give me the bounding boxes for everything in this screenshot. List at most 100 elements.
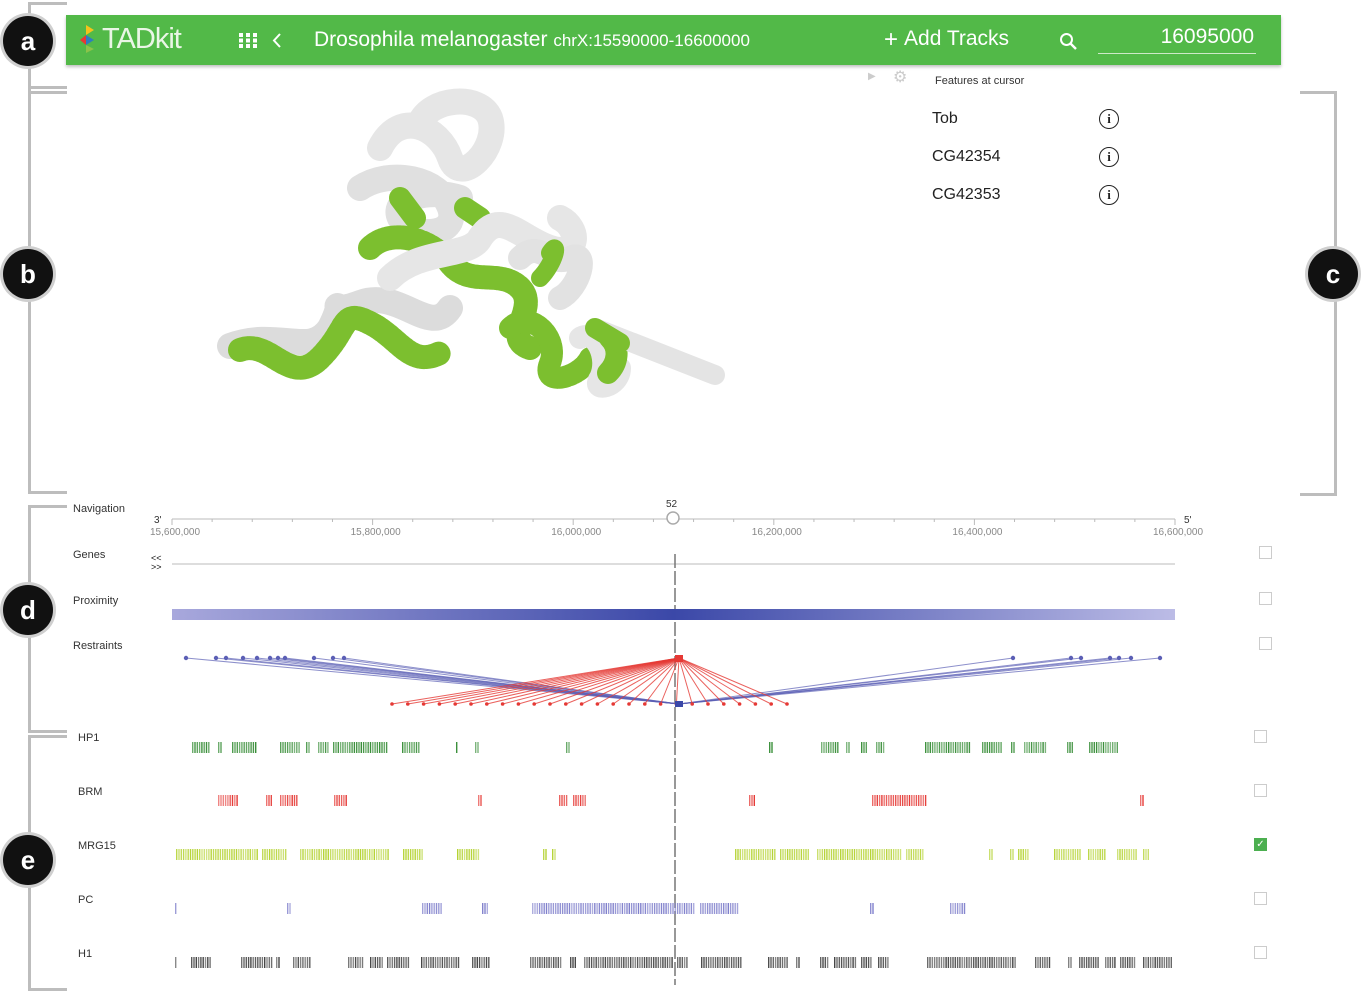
position-input[interactable]: 16095000 bbox=[1098, 25, 1256, 54]
peak-mark bbox=[922, 795, 924, 806]
peak-mark bbox=[1074, 849, 1077, 860]
peak-mark bbox=[729, 903, 732, 914]
peak-mark bbox=[327, 742, 329, 753]
nav-cursor-value: 52 bbox=[666, 499, 678, 510]
app-bar: TADkit Drosophila melanogaster chrX:1559… bbox=[66, 15, 1281, 65]
peak-mark bbox=[852, 957, 854, 968]
peak-mark bbox=[1058, 849, 1060, 860]
peak-mark bbox=[428, 903, 431, 914]
peak-mark bbox=[1077, 849, 1079, 860]
restraint-dot-red bbox=[485, 702, 489, 706]
peak-mark bbox=[881, 795, 883, 806]
peak-mark bbox=[828, 849, 830, 860]
peak-mark bbox=[798, 849, 800, 860]
peak-mark bbox=[1088, 849, 1090, 860]
peak-mark bbox=[884, 957, 887, 968]
peak-mark bbox=[175, 957, 177, 968]
peak-mark bbox=[1030, 742, 1033, 753]
peak-mark bbox=[346, 742, 349, 753]
peak-mark bbox=[353, 742, 356, 753]
peak-mark bbox=[255, 742, 257, 753]
peak-mark bbox=[837, 849, 840, 860]
track-label: Genes bbox=[73, 549, 106, 561]
peak-mark bbox=[357, 957, 359, 968]
peak-mark bbox=[413, 742, 415, 753]
search-icon[interactable] bbox=[1059, 32, 1078, 51]
peak-mark bbox=[240, 849, 242, 860]
genes-arrows: << >> bbox=[151, 554, 162, 572]
nav-slider-handle[interactable] bbox=[666, 511, 680, 525]
track-checkbox[interactable] bbox=[1254, 892, 1267, 905]
peak-mark bbox=[1013, 742, 1015, 753]
track-checkbox[interactable] bbox=[1254, 784, 1267, 797]
peak-mark bbox=[582, 903, 584, 914]
peak-mark bbox=[918, 795, 920, 806]
peak-mark bbox=[620, 957, 623, 968]
peak-mark bbox=[982, 957, 984, 968]
peak-mark bbox=[713, 903, 716, 914]
chromatin-3d-viewer[interactable] bbox=[200, 88, 760, 408]
restraint-dot-red bbox=[753, 702, 758, 706]
restraint-dot-blue bbox=[254, 655, 260, 661]
peak-mark bbox=[1101, 849, 1104, 860]
play-icon[interactable]: ▶ bbox=[868, 71, 876, 82]
restraint-dot-red bbox=[627, 702, 631, 706]
track-checkbox[interactable] bbox=[1259, 546, 1272, 559]
app-logo-text[interactable]: TADkit bbox=[102, 23, 182, 55]
peak-mark bbox=[566, 903, 568, 914]
peak-mark bbox=[324, 742, 327, 753]
peak-mark bbox=[419, 849, 421, 860]
track-checkbox[interactable]: ✓ bbox=[1254, 838, 1267, 851]
peak-mark bbox=[333, 742, 335, 753]
info-icon[interactable]: i bbox=[1099, 109, 1119, 129]
peak-mark bbox=[617, 903, 619, 914]
peak-mark bbox=[601, 903, 603, 914]
peak-mark bbox=[1135, 849, 1137, 860]
peak-mark bbox=[379, 742, 381, 753]
peak-mark bbox=[254, 849, 256, 860]
track-checkbox[interactable] bbox=[1254, 946, 1267, 959]
peak-mark bbox=[430, 957, 432, 968]
track-checkbox[interactable] bbox=[1254, 730, 1267, 743]
peak-mark bbox=[993, 742, 995, 753]
peak-mark bbox=[586, 957, 588, 968]
peak-mark bbox=[224, 795, 227, 806]
peak-mark bbox=[205, 849, 208, 860]
peak-mark bbox=[915, 849, 917, 860]
restraint-dot-blue bbox=[341, 655, 347, 661]
peak-mark bbox=[1070, 849, 1072, 860]
peak-mark bbox=[461, 849, 463, 860]
restraint-dot-blue bbox=[1078, 655, 1084, 661]
peak-mark bbox=[350, 957, 352, 968]
peak-mark bbox=[209, 957, 211, 968]
peak-mark bbox=[938, 957, 940, 968]
apps-grid-icon[interactable] bbox=[239, 33, 257, 48]
gear-icon[interactable]: ⚙ bbox=[893, 69, 908, 86]
info-icon[interactable]: i bbox=[1099, 147, 1119, 167]
peak-mark bbox=[686, 903, 688, 914]
peak-mark bbox=[187, 849, 189, 860]
peak-mark bbox=[768, 957, 770, 968]
peak-mark bbox=[289, 903, 291, 914]
track-checkbox[interactable] bbox=[1259, 592, 1272, 605]
peak-mark bbox=[846, 742, 848, 753]
add-tracks-button[interactable]: + Add Tracks bbox=[884, 26, 1009, 54]
peak-mark bbox=[536, 957, 539, 968]
peak-mark bbox=[233, 849, 235, 860]
chevron-left-icon[interactable] bbox=[271, 32, 283, 49]
peak-mark bbox=[387, 957, 389, 968]
callout-d: d bbox=[3, 585, 53, 635]
restraint-dot-red bbox=[453, 702, 458, 706]
peak-mark bbox=[895, 849, 897, 860]
peak-mark bbox=[431, 903, 433, 914]
peak-mark bbox=[1109, 742, 1112, 753]
peak-mark bbox=[860, 849, 863, 860]
peak-mark bbox=[1068, 957, 1070, 968]
peak-mark bbox=[826, 957, 829, 968]
peak-mark bbox=[727, 903, 729, 914]
peak-mark bbox=[1143, 849, 1145, 860]
track-checkbox[interactable] bbox=[1259, 637, 1272, 650]
info-icon[interactable]: i bbox=[1099, 185, 1119, 205]
peak-mark bbox=[1081, 957, 1083, 968]
